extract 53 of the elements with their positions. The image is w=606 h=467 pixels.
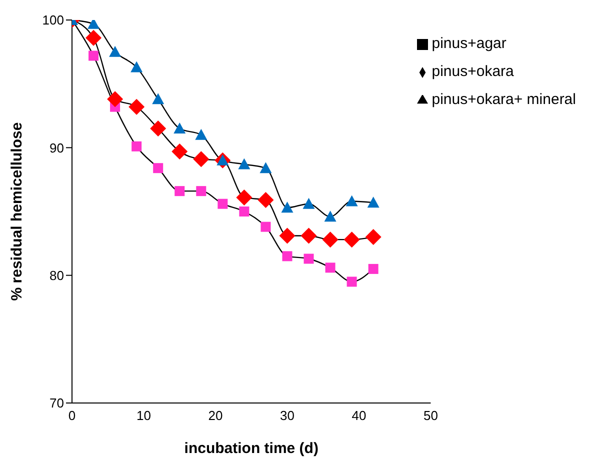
x-axis-title: incubation time (d): [184, 440, 318, 457]
point: [302, 198, 315, 209]
point: [195, 128, 208, 140]
point: [172, 143, 188, 160]
point: [365, 229, 382, 246]
point: [239, 206, 250, 216]
point: [325, 262, 336, 273]
legend-label: pinus+agar: [432, 35, 506, 52]
x-tick-label: 30: [280, 408, 294, 424]
point: [304, 254, 314, 264]
x-tick-label: 40: [352, 408, 366, 424]
point: [260, 222, 271, 232]
point: [107, 91, 124, 108]
point: [86, 30, 102, 46]
point: [128, 98, 145, 115]
point: [196, 186, 206, 196]
point: [152, 93, 164, 104]
point: [344, 232, 360, 248]
x-tick-label: 0: [68, 408, 76, 424]
x-tick-label: 20: [208, 408, 223, 424]
point: [218, 198, 228, 209]
point: [193, 151, 210, 168]
legend-label: pinus+okara+ mineral: [432, 91, 576, 108]
point: [346, 195, 358, 206]
point: [130, 61, 143, 72]
point: [281, 202, 294, 213]
point: [150, 120, 166, 137]
point: [109, 46, 122, 57]
y-tick-label: 90: [50, 140, 64, 156]
point: [367, 196, 380, 208]
point: [322, 232, 338, 248]
point: [174, 186, 185, 196]
point: [258, 192, 274, 208]
point: [300, 228, 317, 244]
point: [282, 251, 292, 262]
y-tick-label: 70: [50, 396, 64, 411]
x-tick-label: 50: [424, 408, 438, 424]
point: [346, 276, 357, 287]
point: [279, 228, 296, 244]
y-tick-label: 80: [50, 268, 64, 283]
point: [88, 50, 99, 61]
point: [368, 264, 378, 274]
point: [153, 163, 164, 174]
point: [260, 162, 272, 174]
point: [132, 141, 142, 152]
y-tick-label: 100: [42, 12, 64, 28]
point: [238, 158, 250, 170]
x-tick-label: 10: [136, 408, 151, 424]
point: [236, 189, 252, 206]
legend-label: pinus+okara: [432, 63, 514, 80]
point: [324, 210, 336, 222]
y-axis-title: % residual hemicellulose: [8, 122, 26, 301]
point: [174, 122, 186, 134]
